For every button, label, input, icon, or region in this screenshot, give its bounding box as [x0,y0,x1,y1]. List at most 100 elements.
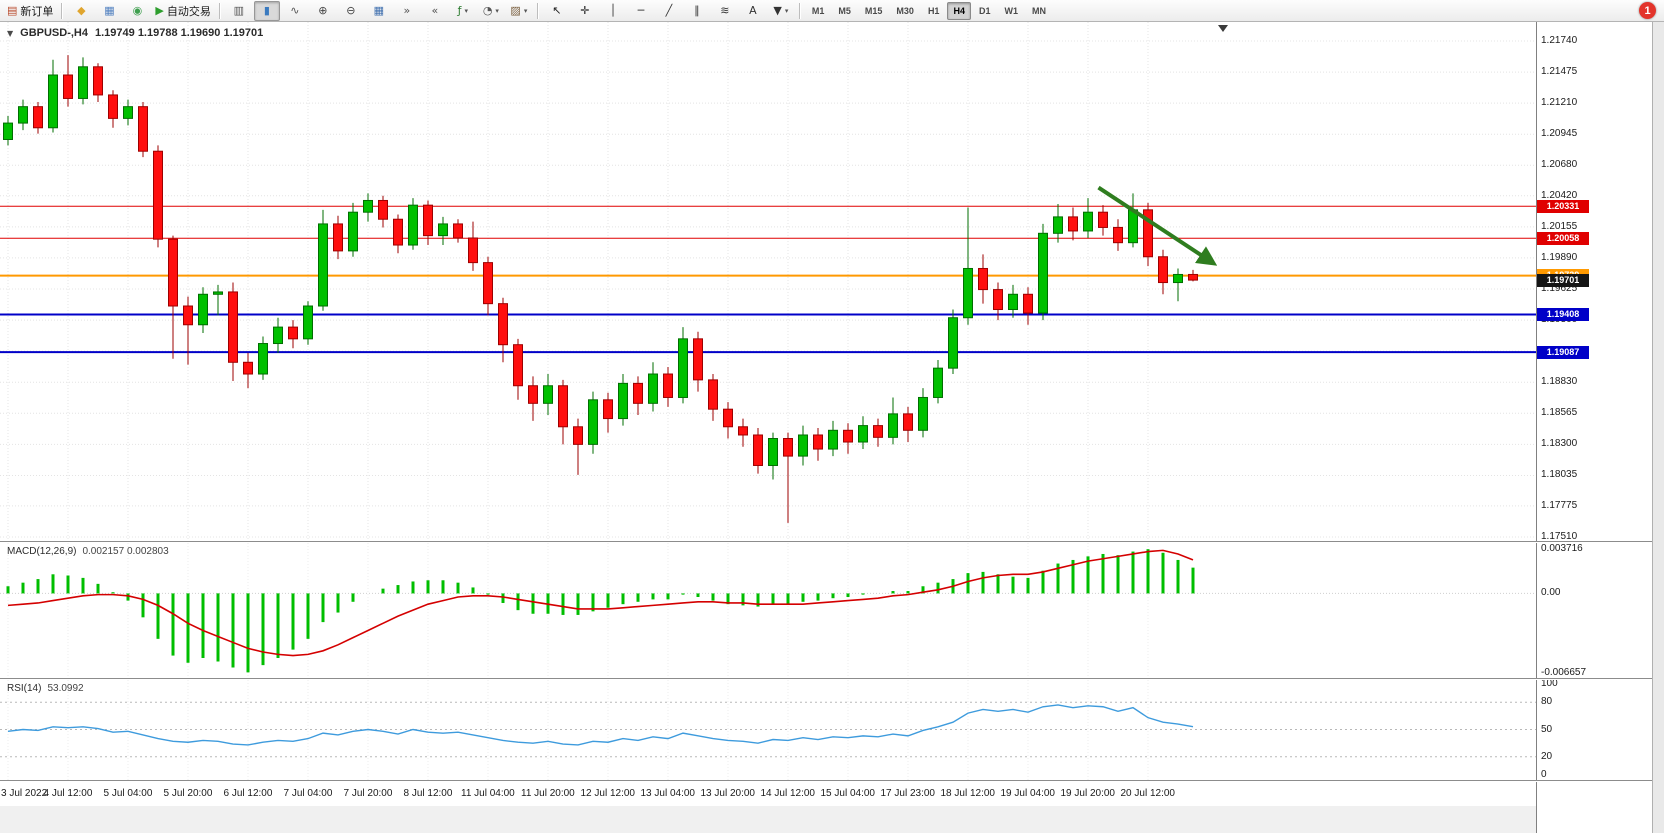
autotrading-button: ▶ [155,4,164,17]
candle [1053,216,1063,234]
new-order-button[interactable]: ▤ 新订单 [4,1,56,21]
tile-windows-icon[interactable]: ▦ [366,1,392,21]
time-axis[interactable]: 3 Jul 2022 4 Jul 12:00 5 Jul 04:00 5 Jul 20… [0,781,1652,806]
candle [33,106,43,129]
price-tick-label: 1.21740 [1541,35,1578,46]
rsi-panel-divider[interactable] [0,678,1652,680]
candle [78,66,88,99]
timeframe-m1[interactable]: M1 [811,5,825,16]
trendline-icon[interactable]: ╱ [656,1,682,21]
candle [813,434,823,450]
arrows-icon[interactable]: ▼ ▾ [768,1,794,21]
price-tick-label: 1.17775 [1541,499,1578,511]
candle [228,291,238,363]
metaeditor-icon: ◆ [77,4,86,17]
time-label: 7 Jul 04:00 [283,788,333,799]
candlestick-chart-icon[interactable]: ▮ [253,0,280,21]
horizontal-line-icon[interactable]: ─ [628,1,654,21]
price-tick-label: 1.21475 [1541,66,1578,78]
main-toolbar: ▤ 新订单 ◆ ▦ ◉ ▶ 自动交易 ▥ ▮ ∿ ⊕ ⊖ ▦» «ƒ ▾ ◔ ▾ ▨ ▾ ↖ ✛ │ ─ ╱ ∥ ≋ A ▼ ▾ M1 M5… [0,0,1664,22]
candle [1188,273,1198,281]
candlestick-chart-icon: ▮ [263,4,270,17]
time-label: 15 Jul 04:00 [820,788,876,799]
bar-chart-icon[interactable]: ▥ [226,1,252,21]
candle [1023,293,1033,314]
candle [633,382,643,404]
candle [888,413,898,438]
fibonac­ci-icon[interactable]: ≋ [712,1,738,21]
candle [438,223,448,237]
macd-panel[interactable] [0,543,1536,678]
text-icon: A [749,4,757,17]
autotrading-button[interactable]: ▶ 自动交易 [152,1,213,21]
timeframe-w1[interactable]: W1 [1004,5,1018,16]
chart-shift-icon[interactable]: « [422,1,448,21]
timeframe-h1[interactable]: H1 [927,5,940,16]
rsi-tick-label: 100 [1541,678,1558,689]
price-axis[interactable]: 1.21740 1.21475 1.21210 1.20945 1.20680 1.204… [1536,22,1652,833]
candle [378,199,388,220]
ohlc-values: 1.19749 1.19788 1.19690 1.19701 [95,27,264,39]
candle [528,385,538,404]
tile-windows-icon: ▦ [373,4,385,17]
candle [453,223,463,239]
candle [678,338,688,398]
candle [858,425,868,443]
timeframe-m30[interactable]: M30 [896,5,914,16]
collapse-triangle-icon[interactable]: ▼ [7,28,14,38]
timeframe-m15[interactable]: M15 [864,5,883,16]
rsi-line [7,704,1194,746]
metaeditor-icon[interactable]: ◆ [68,1,94,21]
channel-icon[interactable]: ∥ [684,1,710,21]
macd-tick-label: 0.003716 [1541,543,1583,554]
data-window-icon[interactable]: ◉ [124,1,150,21]
candles-layer [3,55,1198,523]
vertical-line-icon[interactable]: │ [600,1,626,21]
price-tag: 1.19408 [1537,307,1589,321]
timeframe-d1[interactable]: D1 [978,5,991,16]
candle [708,379,718,410]
zoom-in-icon[interactable]: ⊕ [310,1,336,21]
indicators-icon[interactable]: ƒ ▾ [450,1,476,21]
rsi-tick-label: 50 [1541,723,1553,735]
trend-arrow[interactable] [1097,185,1218,266]
cursor-icon[interactable]: ↖ [544,1,570,21]
time-label: 5 Jul 04:00 [103,788,153,799]
macd-panel-divider[interactable] [0,541,1652,543]
market-watch-icon[interactable]: ▦ [96,1,122,21]
price-tick-label: 1.21210 [1541,97,1578,109]
crosshair-icon: ✛ [580,4,590,17]
candle [3,122,13,140]
candle [183,305,193,326]
chart-shift-marker[interactable] [1218,25,1228,32]
candle [363,199,373,213]
notification-badge[interactable]: 1 [1639,2,1656,19]
templates-icon[interactable]: ▨ ▾ [506,1,532,21]
timeframe-m5[interactable]: M5 [838,5,851,16]
periods-icon[interactable]: ◔ ▾ [478,1,504,21]
chart-title: ▼ GBPUSD-,H4 1.19749 1.19788 1.19690 1.1… [7,27,263,39]
timeframe-mn[interactable]: MN [1031,5,1046,16]
price-chart[interactable] [0,22,1536,541]
macd-signal-line [7,549,1194,657]
text-icon[interactable]: A [740,1,766,21]
crosshair-icon[interactable]: ✛ [572,1,598,21]
candle [573,426,583,445]
candle [1038,232,1048,314]
auto-scroll-icon[interactable]: » [394,1,420,21]
timeframe-h4[interactable]: H4 [947,1,971,20]
candle [738,426,748,436]
toolbar-separator [61,2,64,19]
candle [138,106,148,152]
zoom-out-icon[interactable]: ⊖ [338,1,364,21]
candle [348,211,358,252]
macd-tick-label: -0.006657 [1541,667,1587,678]
rsi-panel[interactable] [0,680,1536,780]
candle [663,373,673,398]
line-chart-icon[interactable]: ∿ [282,1,308,21]
price-tick-label: 1.19625 [1541,283,1578,294]
price-tag: 1.19701 [1537,273,1589,287]
time-label: 13 Jul 20:00 [700,788,756,799]
candle [903,413,913,431]
dropdown-caret-icon: ▾ [784,6,789,15]
